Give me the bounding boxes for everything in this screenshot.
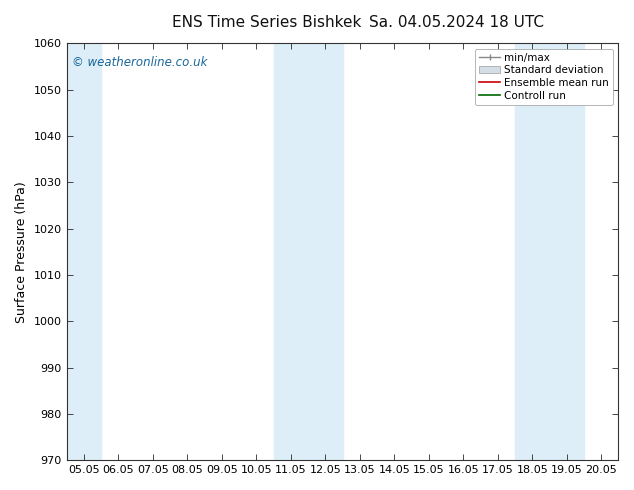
Text: ENS Time Series Bishkek: ENS Time Series Bishkek [172,15,361,30]
Legend: min/max, Standard deviation, Ensemble mean run, Controll run: min/max, Standard deviation, Ensemble me… [476,49,613,105]
Bar [273,44,342,460]
Text: Sa. 04.05.2024 18 UTC: Sa. 04.05.2024 18 UTC [369,15,544,30]
Text: © weatheronline.co.uk: © weatheronline.co.uk [72,56,207,69]
Bar [515,44,584,460]
Bar [67,44,101,460]
Y-axis label: Surface Pressure (hPa): Surface Pressure (hPa) [15,181,28,323]
